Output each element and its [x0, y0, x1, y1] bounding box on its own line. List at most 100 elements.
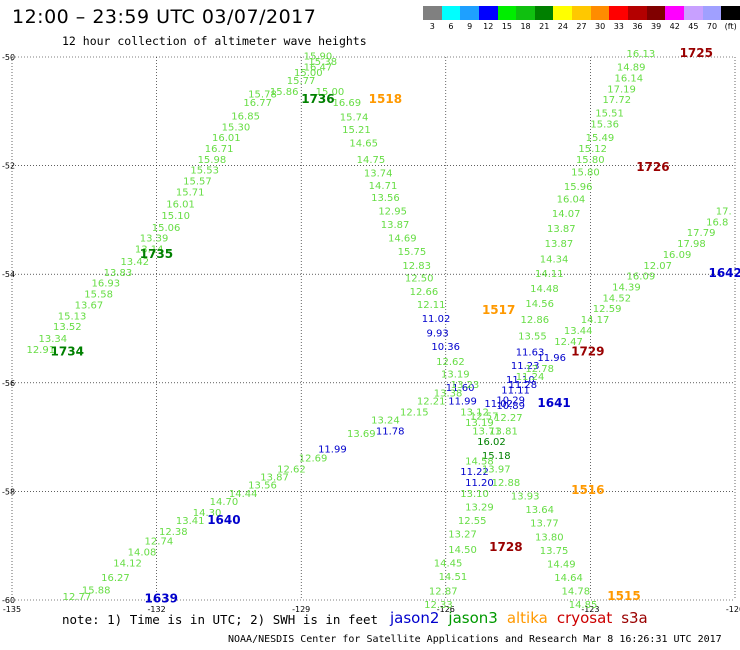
wave-height-label: 14.89 [617, 63, 646, 74]
wave-height-label: 14.71 [369, 181, 398, 192]
color-scale-label: 33 [613, 22, 624, 31]
color-scale-label: 12 [483, 22, 494, 31]
wave-height-label: 13.10 [460, 489, 489, 500]
wave-height-label: 12.50 [405, 273, 434, 284]
pass-time-label: 1726 [636, 160, 669, 174]
wave-height-label: 11.99 [448, 397, 477, 408]
wave-height-label: 14.49 [547, 559, 576, 570]
wave-height-label: 17.98 [677, 239, 706, 250]
wave-height-label: 13.81 [489, 426, 518, 437]
color-scale-cell [665, 6, 684, 20]
legend-altika: altika [506, 609, 548, 627]
x-tick-label: -120 [726, 605, 740, 614]
wave-height-label: 11.11 [501, 386, 530, 397]
wave-height-label: 12.88 [492, 478, 521, 489]
page-subtitle: 12 hour collection of altimeter wave hei… [62, 34, 367, 48]
wave-height-label: 16.02 [477, 437, 506, 448]
wave-height-label: 13.69 [347, 429, 376, 440]
legend-jason2: jason2 [390, 609, 440, 627]
color-scale-label: 6 [448, 22, 454, 31]
wave-height-label: 10.36 [431, 342, 460, 353]
wave-height-label: 13.52 [53, 322, 82, 333]
pass-time-label: 1517 [482, 303, 515, 317]
wave-height-label: 15.00 [316, 87, 345, 98]
color-scale-cell [590, 6, 610, 20]
color-scale-label: 18 [520, 22, 531, 31]
wave-height-label: 16.01 [212, 133, 241, 144]
wave-height-label: 14.30 [193, 508, 222, 519]
legend-jason3: jason3 [448, 609, 498, 627]
wave-height-label: 13.39 [140, 234, 169, 245]
wave-height-label: 14.17 [581, 315, 610, 326]
satellite-legend: jason2 jason3 altika cryosat s3a [390, 609, 657, 627]
wave-height-label: 13.19 [465, 418, 494, 429]
pass-time-label: 1640 [207, 513, 240, 527]
wave-height-label: 15.49 [586, 133, 615, 144]
wave-height-label: 11.02 [422, 314, 451, 325]
wave-height-label: 15.96 [564, 182, 593, 193]
wave-height-label: 15.75 [398, 247, 427, 258]
color-scale-labels: 3 6 9 12 15 18 21 24 27 30 33 36 39 42 45 70 (ft) [423, 22, 740, 34]
wave-height-label: 16.69 [333, 98, 362, 109]
wave-height-label: 12.66 [410, 287, 439, 298]
wave-height-label: 12.69 [299, 454, 328, 465]
wave-height-label: 11.10 [506, 375, 535, 386]
pass-time-label: 1515 [607, 589, 640, 603]
wave-height-label: 11.78 [376, 426, 405, 437]
wave-height-label: 13.38 [434, 388, 463, 399]
color-scale-cell [423, 6, 442, 20]
color-scale-label: (ft) [724, 22, 737, 31]
wave-height-label: 11.99 [318, 444, 347, 455]
wave-height-label: 15.58 [84, 290, 113, 301]
wave-height-label: 11.63 [516, 348, 545, 359]
wave-height-label: 12.21 [417, 397, 446, 408]
color-scale-cell [553, 6, 573, 20]
wave-height-label: 13.80 [535, 532, 564, 543]
color-scale-label: 36 [632, 22, 643, 31]
wave-height-label: 13.24 [371, 416, 400, 427]
wave-height-label: 11.24 [516, 372, 545, 383]
pass-time-label: 1725 [680, 46, 713, 60]
color-scale-cell [646, 6, 666, 20]
pass-time-label: 1642 [708, 266, 740, 280]
wave-height-label: 16.09 [663, 250, 692, 261]
wave-height-label: 12.62 [277, 464, 306, 475]
wave-height-label: 11.22 [460, 467, 489, 478]
wave-height-label: 14.45 [434, 558, 463, 569]
wave-height-label: 12.27 [494, 413, 523, 424]
wave-height-label: 15.57 [183, 177, 212, 188]
wave-height-label: 16.09 [627, 272, 656, 283]
y-tick-label: -58 [2, 487, 15, 496]
pass-time-label: 1729 [571, 345, 604, 359]
wave-height-label: 15.80 [571, 167, 600, 178]
wave-height-label: 13.34 [39, 334, 68, 345]
color-scale-cell [572, 6, 591, 20]
footer-note: note: 1) Time is in UTC; 2) SWH is in fe… [62, 612, 379, 627]
wave-height-label: 14.51 [439, 572, 468, 583]
wave-height-label: 16.04 [557, 195, 586, 206]
wave-height-label: 15.30 [222, 122, 251, 133]
wave-height-label: 12.91 [26, 345, 55, 356]
wave-height-label: 9.93 [427, 329, 449, 340]
color-scale-cell [460, 6, 479, 20]
color-scale-label: 24 [557, 22, 568, 31]
y-tick-label: -52 [2, 162, 15, 171]
wave-height-label: 12.62 [436, 357, 465, 368]
legend-cryosat: cryosat [556, 609, 613, 627]
wave-height-label: 15.77 [287, 76, 316, 87]
x-tick-label: -123 [581, 605, 599, 614]
wave-height-label: 13.14 [135, 244, 164, 255]
wave-height-label: 14.85 [569, 600, 598, 611]
wave-height-label: 12.07 [643, 261, 672, 272]
wave-height-label: 11.02 [484, 399, 513, 410]
wave-height-label: 17.72 [602, 95, 631, 106]
wave-height-label: 14.34 [540, 254, 569, 265]
pass-time-label: 1734 [51, 345, 84, 359]
wave-height-label: 13.55 [518, 331, 547, 342]
x-tick-label: -129 [292, 605, 310, 614]
wave-height-label: 12.77 [63, 592, 92, 603]
wave-height-label: 14.52 [602, 293, 631, 304]
color-scale-cell [478, 6, 498, 20]
wave-height-label: 13.64 [525, 505, 554, 516]
wave-height-label: 16.01 [166, 199, 195, 210]
